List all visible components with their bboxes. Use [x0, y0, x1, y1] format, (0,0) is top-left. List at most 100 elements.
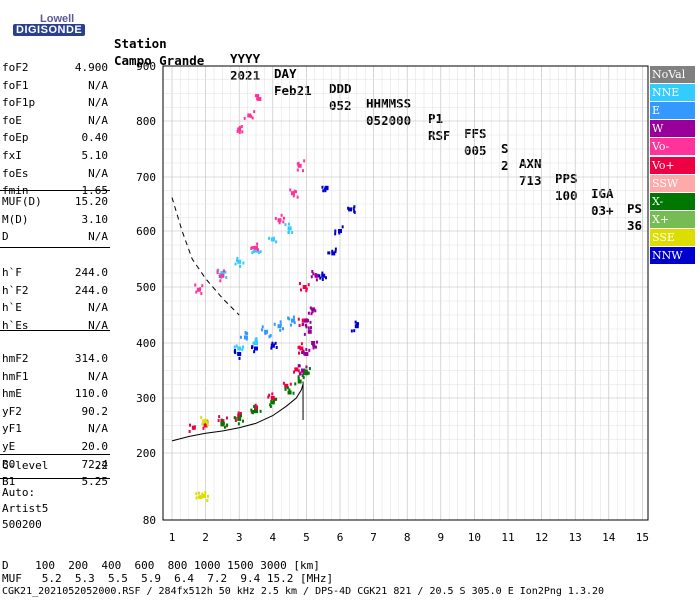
autoscale-line1: Auto:	[2, 486, 36, 499]
param-value: 314.0	[74, 352, 108, 365]
data-point-vominus	[250, 114, 253, 118]
data-point-voplus	[256, 405, 259, 409]
data-point-w	[309, 306, 312, 310]
data-point-nnw	[350, 329, 353, 333]
data-point-nnw	[270, 343, 275, 348]
param-row-hme: hmE 110.0	[2, 387, 108, 404]
panel-separator	[0, 330, 110, 331]
data-point-nnw	[354, 324, 359, 329]
param-row-hes: h`Es N/A	[2, 319, 108, 336]
data-point-nne	[259, 250, 262, 254]
panel-separator	[0, 454, 110, 455]
data-point-sse	[207, 494, 210, 498]
data-point-w	[310, 312, 313, 316]
legend-item-w: W	[650, 120, 695, 138]
data-point-nnw	[321, 273, 326, 278]
data-point-xminus	[284, 387, 287, 391]
hdr-value-s: 2	[501, 158, 509, 173]
param-key: D	[2, 230, 9, 244]
data-point-w	[311, 269, 314, 273]
data-point-e	[279, 323, 282, 327]
data-point-nne	[288, 222, 291, 226]
param-key: foEs	[2, 166, 29, 180]
data-point-w	[311, 307, 316, 312]
data-point-nnw	[327, 251, 330, 255]
data-point-nne	[287, 226, 292, 231]
y-tick-label: 700	[136, 171, 156, 184]
parameter-panel: foF2 4.900 foF1 N/A foF1p N/A foE N/A foEp 0.40 fx…	[0, 0, 112, 540]
data-point-xminus	[253, 404, 256, 408]
plot-frame	[162, 65, 649, 521]
data-point-vominus	[278, 221, 281, 225]
data-point-voplus	[298, 282, 301, 286]
data-point-nne	[254, 248, 258, 253]
data-point-voplus	[298, 351, 301, 355]
data-point-e	[293, 321, 296, 325]
autoscale-line2: Artist5	[2, 502, 49, 515]
data-point-xminus	[292, 391, 295, 395]
data-point-vominus	[293, 189, 296, 193]
x-tick-label: 6	[337, 531, 344, 544]
data-point-e	[279, 320, 282, 324]
logo-digisonde: DIGISONDE	[13, 24, 86, 36]
data-point-vominus	[237, 127, 242, 132]
data-point-nnw	[253, 350, 256, 354]
data-point-vominus	[236, 129, 239, 133]
data-point-nne	[257, 251, 260, 255]
data-point-xminus	[239, 414, 242, 418]
param-value: N/A	[88, 422, 108, 436]
data-point-nne	[252, 341, 255, 345]
param-value: 244.0	[74, 283, 108, 297]
data-point-nne	[220, 271, 225, 275]
hdr-value-yyyy: 2021	[230, 68, 261, 83]
data-point-voplus	[234, 418, 237, 422]
data-point-w	[305, 318, 308, 322]
data-point-voplus	[305, 287, 308, 291]
param-key: foF1p	[2, 96, 36, 110]
data-point-sse	[197, 491, 200, 495]
data-point-nne	[242, 345, 245, 349]
hdr-value-station: Campo Grande	[114, 53, 205, 68]
legend-item-xminus: X-	[650, 192, 695, 210]
data-point-w	[313, 344, 316, 348]
x-tick-label: 13	[569, 531, 582, 544]
data-point-voplus	[217, 419, 220, 423]
data-point-vominus	[257, 248, 260, 252]
panel-separator	[0, 478, 110, 479]
x-tick-label: 4	[269, 531, 276, 544]
data-point-w	[305, 365, 308, 369]
data-point-vominus	[199, 287, 202, 291]
data-point-voplus	[234, 416, 237, 420]
data-point-w	[299, 372, 302, 376]
data-point-voplus	[284, 383, 287, 387]
data-point-e	[269, 334, 272, 338]
data-point-nnw	[254, 347, 257, 351]
footer-d-line: D 100 200 400 600 800 1000 1500 3000 [km…	[2, 559, 320, 572]
data-point-voplus	[188, 423, 191, 427]
data-point-nnw	[352, 207, 355, 211]
data-point-w	[305, 325, 308, 329]
param-key: yE	[2, 440, 16, 453]
data-point-vominus	[301, 169, 304, 173]
data-point-nne	[225, 275, 228, 279]
data-point-e	[243, 335, 248, 340]
x-tick-label: 8	[404, 531, 411, 544]
data-point-nne	[272, 236, 275, 240]
param-row-hf2: h`F2 244.0	[2, 284, 108, 301]
data-point-vominus	[294, 190, 297, 194]
data-point-xminus	[259, 409, 262, 413]
hdr-value-iga: 03+	[591, 203, 614, 218]
data-point-w	[310, 326, 313, 330]
param-row-b0: B0 72.4	[2, 458, 108, 475]
data-point-w	[303, 352, 306, 356]
hdr-label-ffs: FFS	[464, 126, 487, 141]
y-tick-label: 800	[136, 115, 156, 128]
data-point-xminus	[237, 422, 240, 426]
param-row-ye: yE 20.0	[2, 440, 108, 457]
param-row-d: D N/A	[2, 230, 108, 247]
param-row-fof1p: foF1p N/A	[2, 96, 108, 113]
param-key: fxI	[2, 149, 22, 162]
data-point-vominus	[238, 131, 241, 135]
panel-separator	[0, 247, 110, 248]
data-point-xminus	[220, 418, 223, 422]
